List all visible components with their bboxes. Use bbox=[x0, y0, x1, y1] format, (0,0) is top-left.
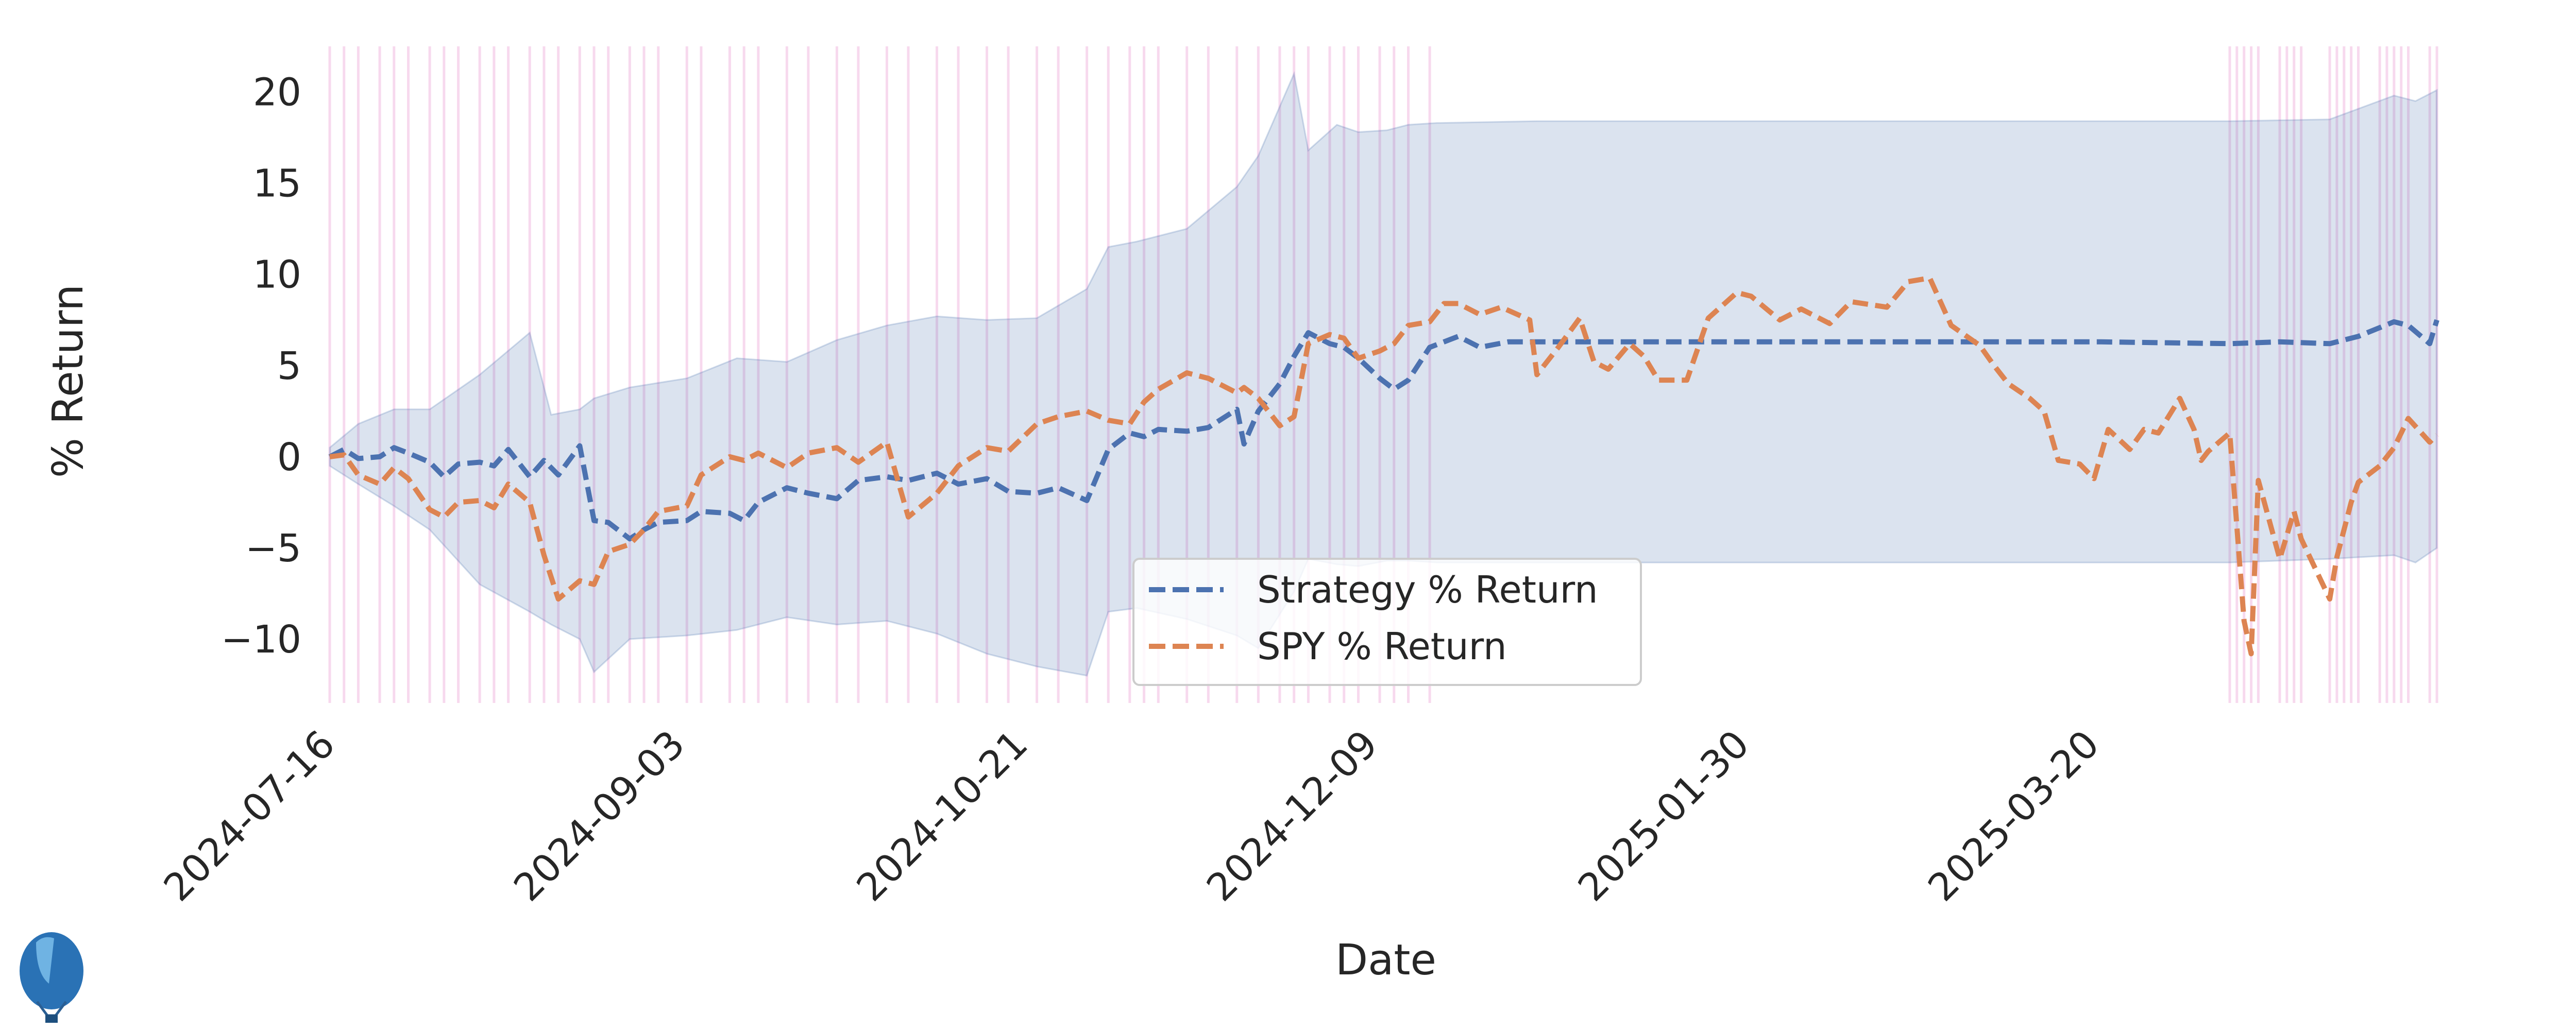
legend-frame bbox=[1132, 558, 1642, 686]
y-tick-label: −5 bbox=[245, 526, 301, 571]
x-tick-label: 2024-10-21 bbox=[849, 722, 1037, 910]
confidence-band bbox=[329, 71, 2438, 677]
y-tick-label: −10 bbox=[221, 617, 301, 662]
x-axis-label: Date bbox=[1335, 936, 1436, 985]
y-tick-label: 5 bbox=[277, 344, 301, 388]
shaded-date-lines bbox=[328, 46, 2438, 703]
legend-strategy-label: Strategy % Return bbox=[1257, 568, 1598, 611]
x-tick-label: 2024-09-03 bbox=[505, 722, 693, 910]
x-tick-label: 2024-07-16 bbox=[156, 722, 344, 910]
strategy-return-line bbox=[328, 319, 2439, 542]
legend-spy-label: SPY % Return bbox=[1257, 625, 1507, 668]
y-tick-label: 10 bbox=[253, 253, 301, 297]
balloon-logo bbox=[20, 932, 83, 1023]
y-axis-ticks: 20 15 10 5 0 −5 −10 bbox=[221, 71, 301, 662]
balloon-logo-envelope bbox=[20, 932, 83, 1009]
y-axis-label: % Return bbox=[44, 284, 93, 478]
balloon-logo-highlight bbox=[36, 937, 54, 984]
x-tick-label: 2024-12-09 bbox=[1198, 722, 1386, 910]
y-tick-label: 15 bbox=[253, 162, 301, 206]
spy-return-line bbox=[329, 275, 2439, 657]
y-tick-label: 0 bbox=[277, 435, 301, 479]
x-tick-label: 2025-01-30 bbox=[1570, 722, 1758, 910]
x-tick-label: 2025-03-20 bbox=[1920, 722, 2108, 910]
legend: Strategy % Return SPY % Return bbox=[1132, 558, 1642, 686]
y-tick-label: 20 bbox=[253, 71, 301, 115]
balloon-logo-basket bbox=[45, 1015, 58, 1023]
x-axis-ticks: 2024-07-16 2024-09-03 2024-10-21 2024-12-09… bbox=[156, 722, 2108, 910]
